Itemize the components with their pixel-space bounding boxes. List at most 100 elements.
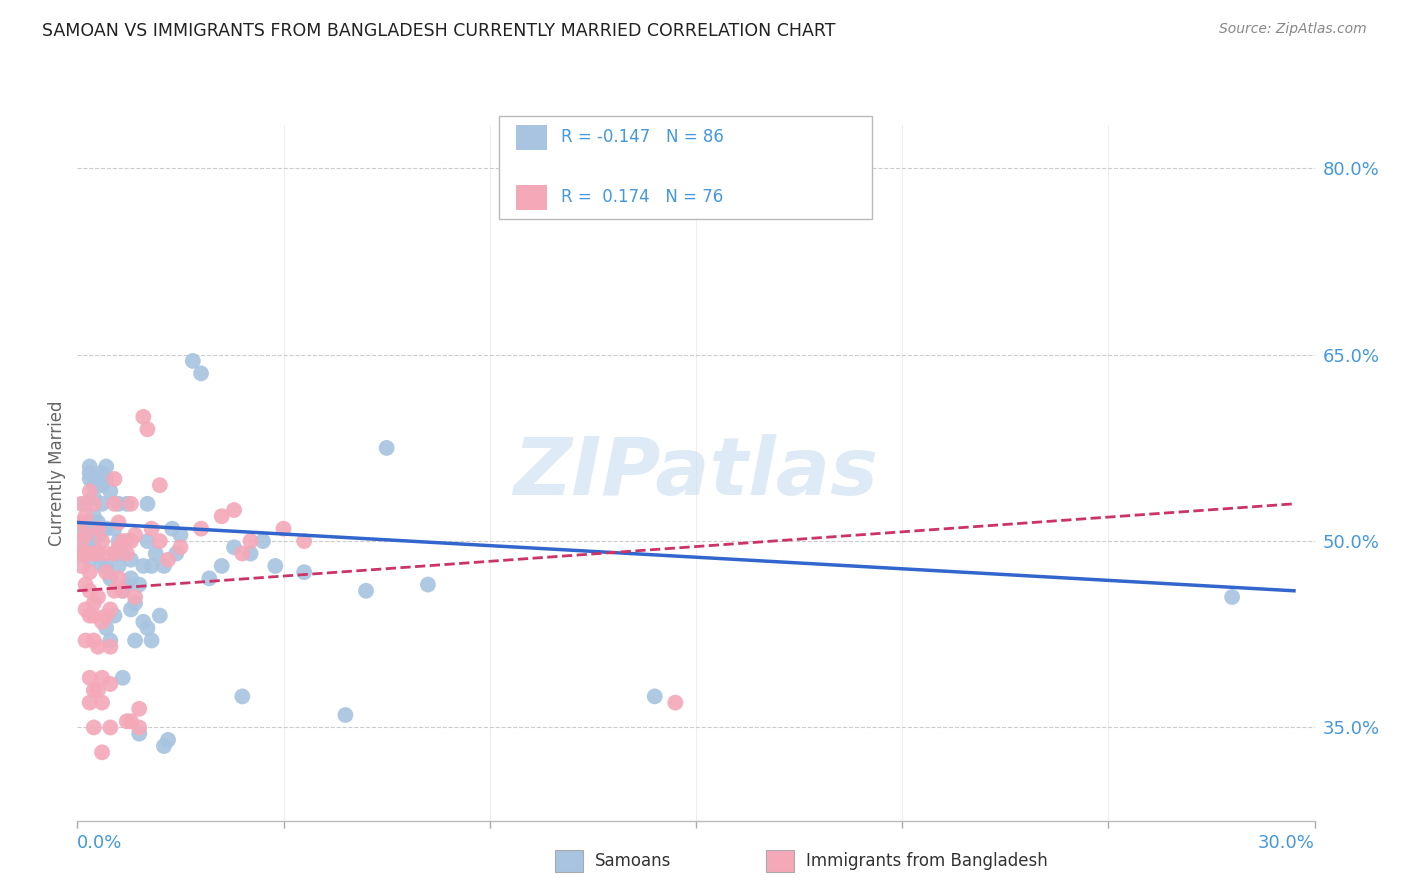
- Point: [83, 522, 105, 536]
- Point: [91, 466, 114, 480]
- Point: [115, 577, 138, 591]
- Point: [115, 534, 138, 549]
- Point: [75, 528, 97, 542]
- Point: [83, 541, 105, 555]
- Point: [96, 608, 118, 623]
- Point: [111, 583, 134, 598]
- Text: 30.0%: 30.0%: [1258, 834, 1315, 852]
- Point: [124, 596, 146, 610]
- Point: [70, 558, 93, 573]
- Point: [91, 558, 114, 573]
- Point: [128, 702, 150, 716]
- Point: [83, 509, 105, 524]
- Point: [115, 547, 138, 561]
- Point: [75, 497, 97, 511]
- Point: [83, 608, 105, 623]
- Point: [83, 683, 105, 698]
- Point: [239, 534, 262, 549]
- Point: [103, 497, 125, 511]
- Point: [292, 534, 315, 549]
- Point: [664, 696, 686, 710]
- Point: [141, 558, 163, 573]
- Text: R =  0.174   N = 76: R = 0.174 N = 76: [561, 188, 723, 206]
- Point: [91, 615, 114, 629]
- Point: [157, 552, 180, 567]
- Point: [264, 558, 287, 573]
- Point: [149, 478, 172, 492]
- Point: [96, 472, 118, 486]
- Point: [107, 497, 129, 511]
- Point: [136, 497, 159, 511]
- Point: [87, 472, 110, 486]
- Point: [79, 516, 101, 530]
- Point: [79, 466, 101, 480]
- Point: [103, 472, 125, 486]
- Point: [132, 558, 155, 573]
- Point: [83, 534, 105, 549]
- Point: [211, 509, 233, 524]
- Point: [136, 422, 159, 436]
- Point: [87, 590, 110, 604]
- Point: [644, 690, 666, 704]
- Point: [273, 522, 295, 536]
- Point: [91, 534, 114, 549]
- Point: [222, 503, 245, 517]
- Point: [83, 547, 105, 561]
- Point: [103, 522, 125, 536]
- Point: [91, 497, 114, 511]
- Point: [292, 565, 315, 579]
- Point: [153, 558, 176, 573]
- Point: [70, 547, 93, 561]
- Point: [149, 608, 172, 623]
- Point: [98, 721, 121, 735]
- Point: [87, 547, 110, 561]
- Point: [70, 516, 93, 530]
- Point: [222, 541, 245, 555]
- Point: [120, 497, 142, 511]
- Y-axis label: Currently Married: Currently Married: [48, 400, 66, 546]
- Point: [239, 547, 262, 561]
- Point: [153, 739, 176, 753]
- Point: [111, 583, 134, 598]
- Point: [79, 547, 101, 561]
- Point: [107, 558, 129, 573]
- Point: [107, 541, 129, 555]
- Point: [136, 621, 159, 635]
- Point: [70, 497, 93, 511]
- Point: [75, 522, 97, 536]
- Point: [79, 608, 101, 623]
- Point: [124, 590, 146, 604]
- Point: [83, 633, 105, 648]
- Point: [96, 522, 118, 536]
- Point: [91, 745, 114, 759]
- Point: [111, 547, 134, 561]
- Text: 0.0%: 0.0%: [77, 834, 122, 852]
- Point: [231, 547, 253, 561]
- Point: [107, 516, 129, 530]
- Point: [79, 583, 101, 598]
- Point: [211, 558, 233, 573]
- Point: [96, 565, 118, 579]
- Point: [75, 577, 97, 591]
- Point: [91, 671, 114, 685]
- Point: [91, 696, 114, 710]
- Point: [87, 478, 110, 492]
- Point: [87, 683, 110, 698]
- Point: [128, 726, 150, 740]
- Point: [198, 571, 221, 585]
- Point: [83, 596, 105, 610]
- Point: [354, 583, 377, 598]
- Point: [132, 615, 155, 629]
- Point: [124, 528, 146, 542]
- Point: [79, 671, 101, 685]
- Point: [103, 608, 125, 623]
- Point: [115, 714, 138, 729]
- Point: [120, 571, 142, 585]
- Point: [149, 534, 172, 549]
- Point: [416, 577, 439, 591]
- Point: [252, 534, 274, 549]
- Point: [75, 534, 97, 549]
- Text: R = -0.147   N = 86: R = -0.147 N = 86: [561, 128, 724, 146]
- Point: [120, 534, 142, 549]
- Point: [75, 633, 97, 648]
